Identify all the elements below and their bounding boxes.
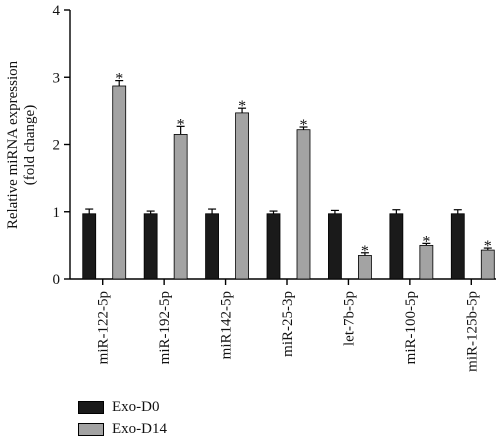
x-tick-label: miR-192-5p <box>157 291 173 364</box>
significance-star: * <box>238 98 246 115</box>
significance-star: * <box>484 238 492 255</box>
y-axis-label-line2: (fold change) <box>22 105 38 185</box>
x-axis: miR-122-5p miR-192-5p miR142-5p miR-25-3p le… <box>70 278 496 372</box>
legend-label-exo-d0: Exo-D0 <box>112 398 160 415</box>
bar-exo-d14 <box>173 134 188 280</box>
legend-swatch-exo-d0 <box>78 400 104 414</box>
x-tick-label: miR-25-3p <box>280 291 296 357</box>
significance-star: * <box>115 71 123 88</box>
significance-star: * <box>300 117 308 134</box>
x-tick-label: miR-100-5p <box>403 291 419 364</box>
significance-star: * <box>361 243 369 260</box>
bar-exo-d0 <box>266 213 281 280</box>
bar-exo-d0 <box>450 213 465 280</box>
y-axis: 0 1 2 3 4 <box>53 3 71 288</box>
bar-exo-d14 <box>296 129 311 280</box>
bar-exo-d0 <box>389 213 404 280</box>
bar-exo-d14 <box>112 85 127 280</box>
bar-exo-d14 <box>235 112 249 280</box>
x-tick-label: let-7b-5p <box>341 291 357 346</box>
bar-exo-d0 <box>328 213 342 280</box>
bars-group: * * * * * * * <box>82 71 495 280</box>
x-tick-label: miR-125b-5p <box>464 291 480 372</box>
y-tick-label: 4 <box>53 3 61 19</box>
legend-item-exo-d0: Exo-D0 <box>78 396 167 418</box>
bar-exo-d0 <box>143 213 158 280</box>
y-tick-label: 0 <box>53 272 61 288</box>
bar-exo-d0 <box>205 213 219 280</box>
legend-label-exo-d14: Exo-D14 <box>112 420 167 437</box>
y-axis-label-line1: Relative miRNA expression <box>5 60 21 229</box>
significance-star: * <box>177 116 185 133</box>
x-tick-label: miR142-5p <box>219 291 235 359</box>
legend-item-exo-d14: Exo-D14 <box>78 418 167 440</box>
y-tick-label: 3 <box>53 70 61 86</box>
significance-star: * <box>422 233 430 250</box>
y-tick-label: 1 <box>53 205 61 221</box>
legend-swatch-exo-d14 <box>78 422 104 436</box>
y-tick-label: 2 <box>53 138 61 154</box>
legend: Exo-D0 Exo-D14 <box>78 396 167 440</box>
bar-exo-d14 <box>419 244 434 280</box>
bar-exo-d0 <box>82 213 97 280</box>
x-tick-label: miR-122-5p <box>96 291 112 364</box>
y-axis-label: Relative miRNA expression (fold change) <box>5 60 38 229</box>
